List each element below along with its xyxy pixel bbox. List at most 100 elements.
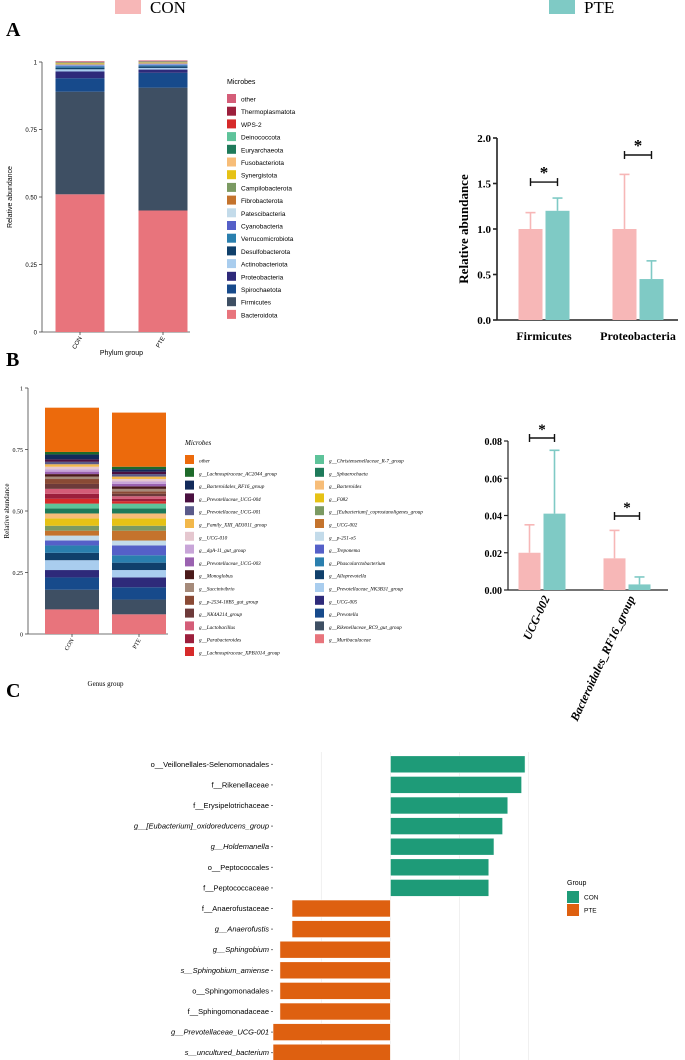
- bar-segment-g-prevotella: [45, 577, 99, 589]
- bar-segment-patescibacteria: [139, 64, 188, 65]
- legend-label-firmicutes: Firmicutes: [241, 300, 272, 307]
- bar-segment-g-prevotellaceae-ucg-004: [45, 459, 99, 461]
- bar-segment-g-phascolarctobacterium: [45, 545, 99, 552]
- legend-swatch-g-rikenellaceae-rc9-gut-group: [315, 621, 324, 630]
- bar-segment-g-lachnospiraceae-xpb1014-group: [112, 501, 166, 503]
- legend-label-patescibacteria: Patescibacteria: [241, 211, 286, 218]
- x-tick-label-ucg-002: UCG-002: [520, 593, 553, 642]
- legend-swatch-g-prevotella: [315, 609, 324, 618]
- taxon-label: o__Sphingomonadales: [192, 986, 269, 995]
- y-axis-label: Relative abundance: [456, 174, 471, 284]
- legend-swatch-other: [185, 455, 194, 464]
- bar-segment-desulfobacterota: [139, 66, 188, 68]
- legend-label-g-dga-11-gut-group: g__dgA-11_gut_group: [199, 548, 246, 554]
- legend-label-g-succinivibrio: g__Succinivibrio: [199, 587, 235, 593]
- bar-pte-firmicutes: [546, 211, 570, 320]
- legend-label-g-ucg-010: g__UCG-010: [199, 535, 228, 541]
- bar-segment-g-bacteroides: [45, 513, 99, 518]
- bar-pte-bacteroidales-rf16-group: [629, 584, 651, 590]
- legend-label-g-bacteroidales-rf16-group: g__Bacteroidales_RF16_group: [199, 484, 265, 490]
- bar-segment-g-rikenellaceae-rc9-gut-group: [112, 600, 166, 615]
- bar-segment-g-monoglobus: [45, 474, 99, 476]
- y-tick-label: 0.02: [485, 549, 503, 560]
- taxon-label: f__Anaerofustaceae: [202, 904, 269, 913]
- taxon-label: g__[Eubacterium]_oxidoreducens_group: [134, 822, 269, 831]
- legend-swatch-g-alloprevotella: [315, 570, 324, 579]
- taxon-label: g__Sphingobium: [213, 945, 269, 954]
- taxon-label: o__Veillonellales-Selenomonadales: [151, 760, 270, 769]
- bar-segment-g-phascolarctobacterium: [112, 555, 166, 562]
- genus-significance-chart: 0.00 0.02 0.04 0.06 0.08 * UCG-002 * Bacteroidal…: [485, 422, 669, 724]
- panel-label-b: B: [6, 349, 19, 371]
- legend-swatch-bacteroidota: [227, 310, 236, 319]
- legend-label-desulfobacterota: Desulfobacterota: [241, 249, 291, 256]
- legend-label-fusobacteriota: Fusobacteriota: [241, 160, 284, 167]
- bar-segment-g-dga-11-gut-group: [112, 481, 166, 483]
- bar-segment-g-alloprevotella: [45, 553, 99, 560]
- legend-label-verrucomicrobiota: Verrucomicrobiota: [241, 236, 294, 243]
- bar-segment-g-succinivibrio: [112, 489, 166, 491]
- bar-segment-g-monoglobus: [112, 486, 166, 488]
- bar-segment-g-sphaerochaeta: [112, 509, 166, 514]
- lda-bar-g-eubacterium-oxidoreducens-group: [390, 818, 502, 835]
- bar-con-bacteroidales-rf16-group: [604, 558, 626, 590]
- phylum-significance-chart: 0.0 0.5 1.0 1.5 2.0 Relative abundance * Firmic…: [456, 133, 678, 343]
- bar-segment-g-family-xiii-ad3011-group: [112, 477, 166, 479]
- legend-swatch-g-dga-11-gut-group: [185, 545, 194, 554]
- lda-bar-f-rikenellaceae: [390, 776, 521, 793]
- bar-segment-g-prevotellaceae-ucg-003: [112, 484, 166, 486]
- lefse-lda-chart: -2024o__Veillonellales-Selenomonadalesf_…: [134, 752, 599, 1060]
- legend-swatch-pte: [567, 904, 579, 916]
- lda-bar-g-holdemanella: [390, 838, 494, 855]
- taxon-label: f__Erysipelotrichaceae: [193, 801, 269, 810]
- legend-label-g-muribaculaceae: g__Muribaculaceae: [329, 638, 371, 644]
- legend-label-g-rikenellaceae-rc9-gut-group: g__Rikenellaceae_RC9_gut_group: [329, 625, 402, 631]
- bar-segment-other: [112, 413, 166, 467]
- legend-swatch-campilobacterota: [227, 183, 236, 192]
- legend-label-wps-2: WPS-2: [241, 122, 262, 129]
- x-axis-label: Genus group: [88, 680, 124, 688]
- y-tick-label: 1: [20, 387, 23, 393]
- bar-segment-fibrobacterota: [56, 64, 105, 65]
- bar-segment-g-alloprevotella: [112, 563, 166, 570]
- legend-label-con: CON: [584, 895, 599, 902]
- x-tick-label-proteobacteria: Proteobacteria: [600, 329, 676, 343]
- bar-segment-g-treponema: [45, 541, 99, 546]
- legend-label-g-f082: g__F082: [329, 497, 348, 503]
- y-tick-label: 0.75: [13, 448, 24, 454]
- y-tick-label: 0.25: [25, 263, 37, 269]
- bar-pte-proteobacteria: [640, 279, 664, 320]
- legend-con-swatch: [115, 0, 141, 14]
- bar-con-proteobacteria: [613, 229, 637, 320]
- legend-swatch-g-parabacteroides: [185, 634, 194, 643]
- y-axis-label: Relative abundance: [3, 483, 11, 538]
- lda-bar-f-peptococcaceae: [390, 879, 488, 896]
- legend-label-g-alloprevotella: g__Alloprevotella: [329, 574, 367, 580]
- lda-bar-s-uncultured-bacterium: [273, 1044, 390, 1060]
- x-axis-label: Phylum group: [100, 350, 143, 357]
- legend-label-g-p-251-o5: g__p-251-o5: [329, 535, 356, 541]
- bar-segment-patescibacteria: [56, 65, 105, 66]
- significance-star-proteobacteria: *: [634, 136, 643, 155]
- bar-segment-proteobacteria: [139, 70, 188, 73]
- legend-label-g-parabacteroides: g__Parabacteroides: [199, 638, 241, 644]
- bar-segment-actinobacteriota: [56, 69, 105, 71]
- legend-title: Group: [567, 880, 587, 887]
- legend-swatch-desulfobacterota: [227, 246, 236, 255]
- legend-label-actinobacteriota: Actinobacteriota: [241, 262, 288, 269]
- x-tick-label: PTE: [156, 336, 167, 349]
- legend-title: Microbes: [184, 439, 211, 447]
- legend-swatch-g-christensenellaceae-r-7-group: [315, 455, 324, 464]
- y-tick-label: 1.5: [477, 179, 491, 191]
- panel-label-a: A: [6, 19, 21, 41]
- bar-segment-g-dga-11-gut-group: [45, 469, 99, 471]
- legend-label-cyanobacteria: Cyanobacteria: [241, 224, 283, 231]
- legend-label-proteobacteria: Proteobacteria: [241, 274, 284, 281]
- legend-swatch-other: [227, 94, 236, 103]
- lda-bar-o-peptococcales: [390, 859, 488, 876]
- bar-segment-firmicutes: [139, 88, 188, 211]
- legend-swatch-g-nk4a214-group: [185, 609, 194, 618]
- taxon-label: g__Anaerofustis: [215, 925, 269, 934]
- legend-swatch-g-prevotellaceae-ucg-004: [185, 493, 194, 502]
- bar-segment-g-nk4a214-group: [112, 494, 166, 496]
